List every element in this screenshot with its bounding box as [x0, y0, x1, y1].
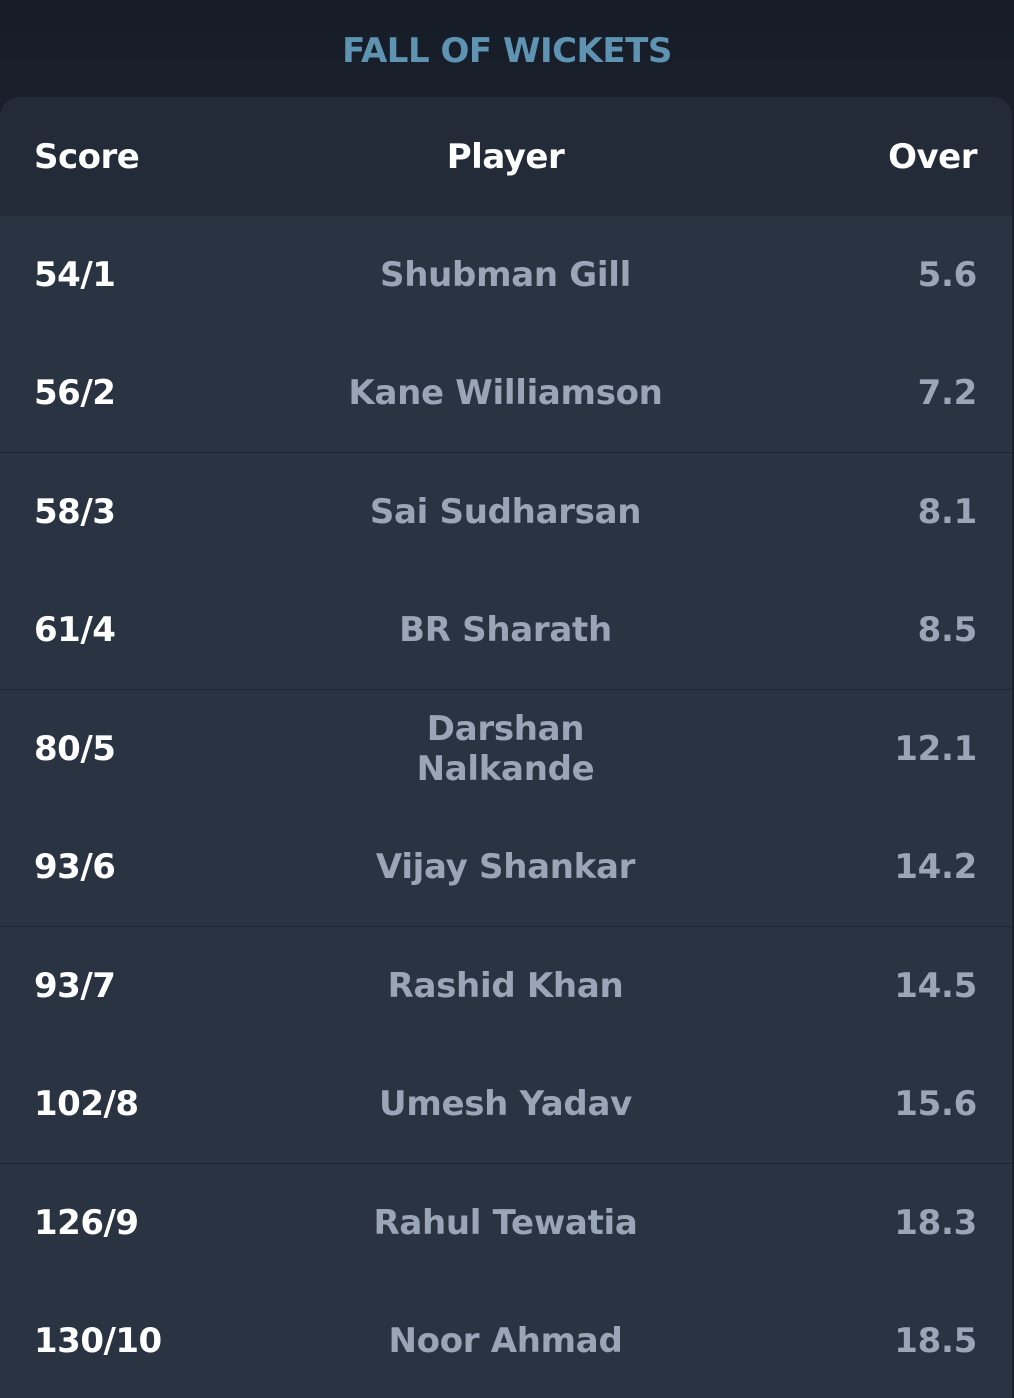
wicket-player: Rahul Tewatia [373, 1203, 638, 1243]
wicket-player: Kane Williamson [348, 373, 663, 413]
table-row-group: 93/7 Rashid Khan 14.5 102/8 Umesh Yadav … [0, 927, 1012, 1164]
table-row: 56/2 Kane Williamson 7.2 [0, 334, 1012, 452]
wicket-over: 14.5 [894, 966, 977, 1006]
table-row-group: 54/1 Shubman Gill 5.6 56/2 Kane Williams… [0, 216, 1012, 453]
wicket-score: 54/1 [34, 255, 116, 295]
wicket-score: 93/6 [34, 847, 116, 887]
wicket-over: 18.5 [894, 1321, 977, 1361]
wicket-over: 18.3 [894, 1203, 977, 1243]
wicket-score: 80/5 [34, 729, 116, 769]
table-row-group: 126/9 Rahul Tewatia 18.3 130/10 Noor Ahm… [0, 1164, 1012, 1398]
table-row: 93/6 Vijay Shankar 14.2 [0, 808, 1012, 926]
wickets-table: Score Player Over 54/1 Shubman Gill 5.6 … [0, 97, 1012, 1398]
wicket-score: 102/8 [34, 1084, 139, 1124]
wicket-over: 15.6 [894, 1084, 977, 1124]
column-header-score: Score [34, 136, 140, 177]
table-row: 126/9 Rahul Tewatia 18.3 [0, 1164, 1012, 1282]
wicket-score: 61/4 [34, 610, 116, 650]
wicket-player: Umesh Yadav [379, 1084, 632, 1124]
wicket-over: 5.6 [917, 255, 978, 295]
wicket-player: Vijay Shankar [375, 847, 636, 887]
table-row-group: 58/3 Sai Sudharsan 8.1 61/4 BR Sharath 8… [0, 453, 1012, 690]
wicket-player: Darshan Nalkande [416, 709, 595, 789]
table-row: 93/7 Rashid Khan 14.5 [0, 927, 1012, 1045]
section-title: FALL OF WICKETS [342, 31, 672, 71]
wicket-over: 8.5 [917, 610, 978, 650]
wicket-player: Sai Sudharsan [369, 492, 642, 532]
table-row: 61/4 BR Sharath 8.5 [0, 571, 1012, 689]
wicket-player: Shubman Gill [380, 255, 631, 295]
wicket-over: 7.2 [917, 373, 978, 413]
table-row: 58/3 Sai Sudharsan 8.1 [0, 453, 1012, 571]
wicket-player: BR Sharath [399, 610, 612, 650]
table-row: 80/5 Darshan Nalkande 12.1 [0, 690, 1012, 808]
table-row: 54/1 Shubman Gill 5.6 [0, 216, 1012, 334]
table-header: Score Player Over [0, 97, 1012, 216]
wicket-score: 56/2 [34, 373, 116, 413]
wicket-over: 8.1 [917, 492, 978, 532]
table-row: 130/10 Noor Ahmad 18.5 [0, 1282, 1012, 1398]
column-header-player: Player [446, 136, 565, 177]
wicket-over: 14.2 [894, 847, 977, 887]
wicket-score: 126/9 [34, 1203, 139, 1243]
wicket-score: 58/3 [34, 492, 116, 532]
wicket-score: 93/7 [34, 966, 116, 1006]
wicket-player: Noor Ahmad [388, 1321, 623, 1361]
wicket-player: Rashid Khan [387, 966, 624, 1006]
table-row-group: 80/5 Darshan Nalkande 12.1 93/6 Vijay Sh… [0, 690, 1012, 927]
column-header-over: Over [888, 136, 977, 177]
wicket-over: 12.1 [894, 729, 977, 769]
table-row: 102/8 Umesh Yadav 15.6 [0, 1045, 1012, 1163]
wicket-score: 130/10 [34, 1321, 162, 1361]
